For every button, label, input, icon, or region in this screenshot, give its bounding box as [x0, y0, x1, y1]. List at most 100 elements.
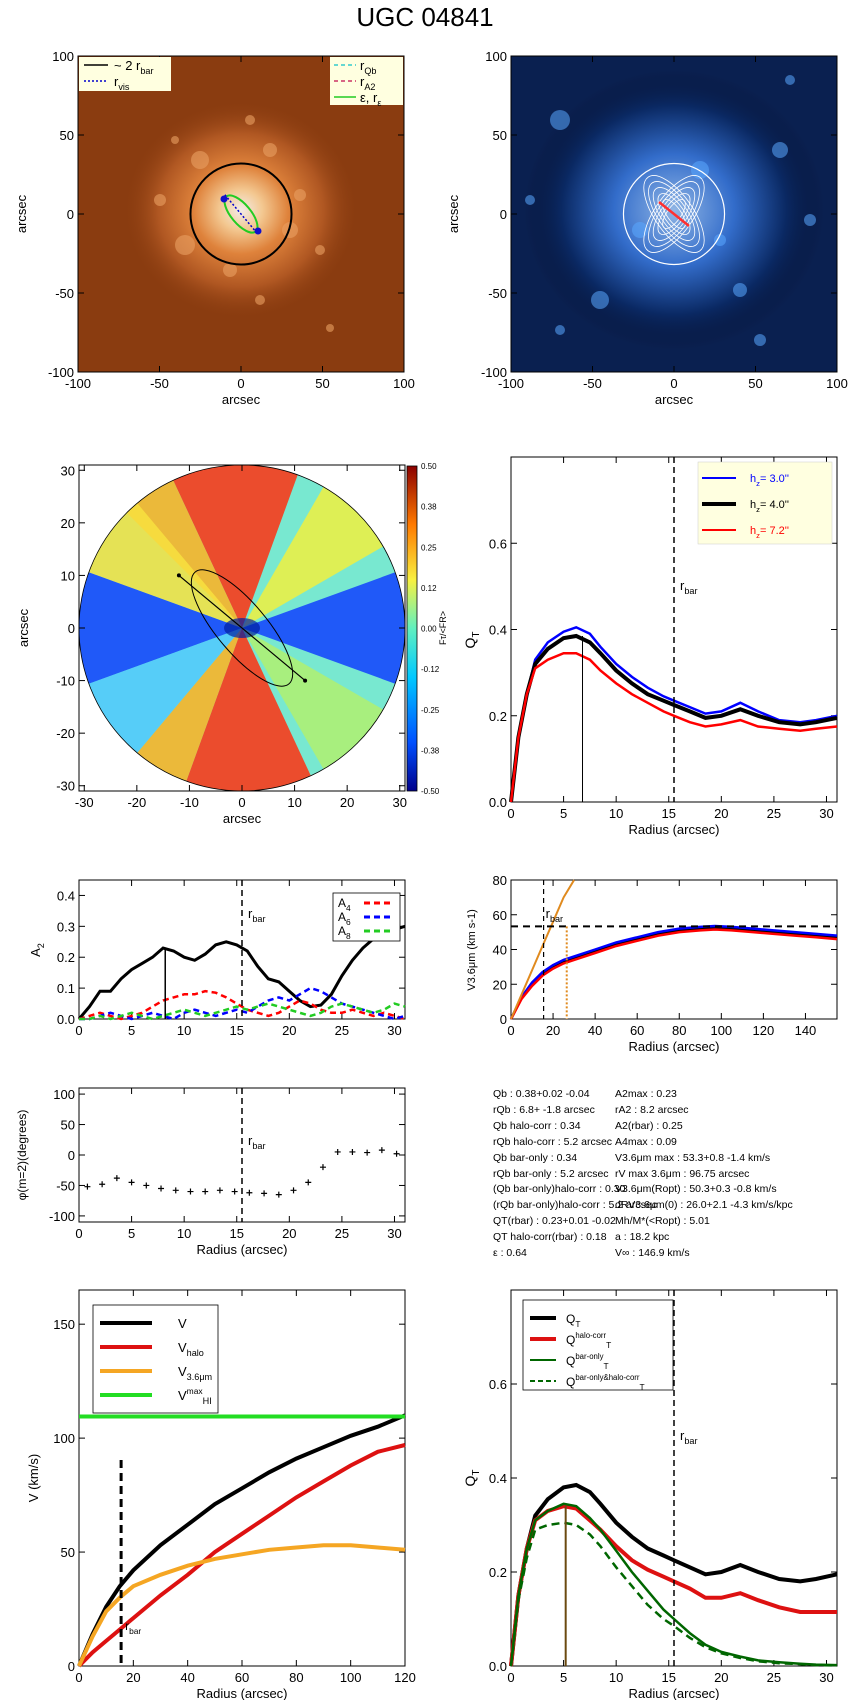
qt-corrected-legend-entry: QT: [566, 1312, 580, 1329]
parameters-table: Qb : 0.38+0.02 -0.04 rQb : 6.8+ -1.8 arc…: [493, 1087, 838, 1272]
v36-xtick-label: 60: [630, 1023, 644, 1038]
qt-profiles-xtick-label: 30: [819, 806, 833, 821]
a-legend-entry: A4: [338, 896, 351, 913]
colorbar-tick-label: -0.25: [421, 706, 440, 715]
parameters-left-column: Qb : 0.38+0.02 -0.04 rQb : 6.8+ -1.8 arc…: [493, 1087, 657, 1262]
force-map-ytick-label: 30: [61, 463, 75, 478]
rotation-ytick-label: 150: [53, 1317, 75, 1332]
image-right-xtick-label: 0: [670, 376, 677, 391]
phase-point: [143, 1182, 150, 1189]
phase-xtick-label: 5: [128, 1226, 135, 1241]
phase-ytick-label: 0: [68, 1148, 75, 1163]
figure-title: UGC 04841: [356, 2, 494, 32]
a2-ylabel: A2: [28, 943, 46, 957]
colorbar-label: Fτ/<FR>: [438, 611, 448, 645]
inner-slope-line: [510, 879, 575, 1020]
qt-profiles-ytick-label: 0.0: [489, 795, 507, 810]
image-left-xtick-label: -50: [150, 376, 169, 391]
residual-knot: [772, 142, 788, 158]
qt-corrected-xtick-label: 30: [819, 1670, 833, 1685]
residual-knot: [785, 75, 795, 85]
image-left-xtick-label: 50: [315, 376, 329, 391]
image-left-xlabel: arcsec: [222, 392, 261, 407]
galaxy-knot: [245, 115, 255, 125]
heatmap-wedge: [183, 628, 314, 791]
colorbar: [406, 465, 418, 792]
image-left-ytick-label: 0: [67, 207, 74, 222]
phase-ytick-label: 50: [61, 1118, 75, 1133]
a2-profiles-ytick-label: 0.3: [57, 919, 75, 934]
colorbar-tick-label: -0.38: [421, 746, 440, 755]
qt-series-line: [509, 633, 838, 803]
rotation-series-line: [77, 1443, 406, 1668]
v36-ytick-label: 40: [493, 943, 507, 958]
image-left-xtick-label: 0: [237, 376, 244, 391]
qt-profiles-ylabel: QT: [462, 632, 482, 649]
galaxy-knot: [255, 295, 265, 305]
a-series-line: [78, 989, 406, 1021]
force-map-xtick-label: -30: [75, 795, 94, 810]
legend-entry: rA2: [360, 74, 375, 92]
bar-end-point: [176, 573, 181, 578]
image-right-ylabel: arcsec: [446, 194, 461, 233]
phase-ytick-label: -50: [56, 1178, 75, 1193]
a2-profiles-ytick-label: 0.0: [57, 1012, 75, 1027]
force-map-xtick-label: -10: [180, 795, 199, 810]
phase-point: [172, 1187, 179, 1194]
legend-entry: rQb: [360, 58, 376, 76]
param-a2max: A2max : 0.23: [615, 1088, 677, 1100]
force-map-ytick-label: -20: [56, 726, 75, 741]
rbar-label: rbar: [248, 1133, 266, 1151]
image-right-ytick-label: 100: [485, 49, 507, 64]
colorbar-tick-label: -0.12: [421, 665, 440, 674]
image-left-ytick-label: -100: [48, 365, 74, 380]
phase-point: [275, 1191, 282, 1198]
param-qt-halo-corr-rbar: QT halo-corr(rbar) : 0.18: [493, 1231, 607, 1244]
qt-profiles-xlabel: Radius (arcsec): [628, 822, 719, 837]
qt-profiles-xtick-label: 10: [609, 806, 623, 821]
v36-ytick-label: 60: [493, 908, 507, 923]
rotation-xtick-label: 20: [126, 1670, 140, 1685]
qt-legend-entry: hz= 7.2'': [750, 525, 789, 540]
qt-corrected-xtick-label: 5: [560, 1670, 567, 1685]
param-rqb-bar-only: rQb bar-only : 5.2 arcsec: [493, 1167, 609, 1180]
heatmap-wedge: [170, 465, 301, 628]
rotation-xlabel: Radius (arcsec): [196, 1686, 287, 1700]
residual-knot: [555, 325, 565, 335]
phase-ytick-label: 100: [53, 1087, 75, 1102]
bar-end-point: [303, 678, 308, 683]
residual-glow: [524, 70, 824, 350]
a-series-line: [77, 924, 406, 1020]
force-map-ytick-label: 20: [61, 516, 75, 531]
qt-profiles-ytick-label: 0.4: [489, 623, 507, 638]
rotation-legend-entry: Vhalo: [178, 1340, 204, 1358]
rotation-xtick-label: 60: [235, 1670, 249, 1685]
force-map-xtick-label: -20: [127, 795, 146, 810]
v36-series-line: [509, 924, 838, 1020]
phase-xtick-label: 10: [177, 1226, 191, 1241]
phase-point: [305, 1179, 312, 1186]
force-contour: [643, 175, 705, 253]
a2-profiles-xtick-label: 10: [177, 1023, 191, 1038]
a2-profiles-xtick-label: 30: [387, 1023, 401, 1038]
param-qb-bar-only: Qb bar-only : 0.34: [493, 1151, 578, 1164]
force-contour: [657, 193, 691, 235]
phase-point: [187, 1188, 194, 1195]
colorbar-tick-label: 0.50: [421, 462, 437, 471]
bar-end-marker: [220, 195, 228, 203]
qt-corrected-series-line: [509, 1521, 838, 1667]
qt-corrected-xlabel: Radius (arcsec): [628, 1686, 719, 1700]
rbar-label: rbar: [125, 1619, 141, 1636]
qt-profiles-xtick-label: 25: [767, 806, 781, 821]
a-legend-entry: A8: [338, 924, 351, 941]
colorbar-tick-label: -0.50: [421, 787, 440, 796]
bar-axis-line: [658, 201, 690, 227]
phase-point: [334, 1148, 341, 1155]
rotation-xtick-label: 0: [75, 1670, 82, 1685]
a2-profiles-ytick-label: 0.2: [57, 950, 75, 965]
rotation-xtick-label: 80: [289, 1670, 303, 1685]
bar-end-marker: [254, 227, 262, 235]
param-vmax: V3.6μm max : 53.3+0.8 -1.4 km/s: [615, 1151, 771, 1164]
colorbar-tick-label: 0.38: [421, 503, 437, 512]
residual-knot: [804, 214, 816, 226]
